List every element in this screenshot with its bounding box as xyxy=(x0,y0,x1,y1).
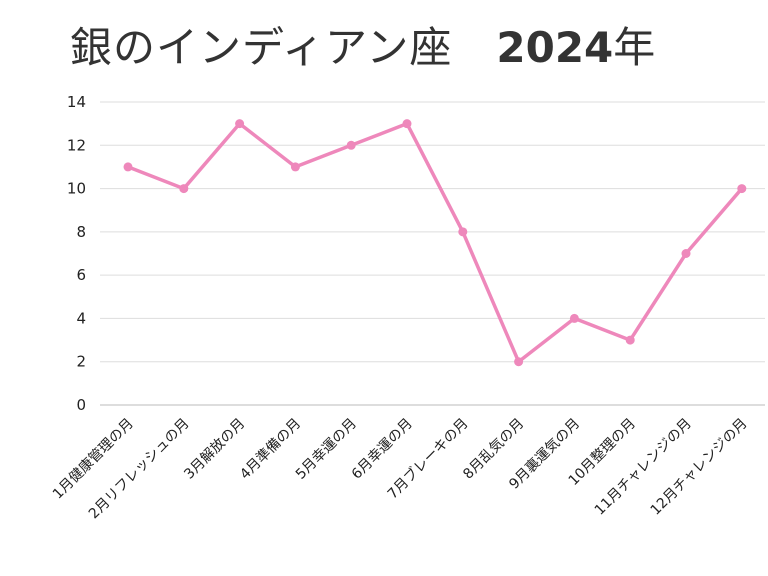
y-tick-label: 0 xyxy=(76,396,86,414)
data-point xyxy=(235,119,245,129)
chart-title-text: 銀のインディアン座 xyxy=(70,23,453,72)
y-tick-label: 10 xyxy=(67,180,86,198)
data-point xyxy=(402,119,412,129)
series-line xyxy=(126,121,744,364)
x-axis-category-labels: 1月健康管理の月2月リフレッシュの月3月解放の月4月準備の月5月幸運の月6月幸運… xyxy=(49,415,750,522)
data-point xyxy=(179,184,189,194)
data-point xyxy=(458,227,468,237)
chart-title-year-suffix: 年 xyxy=(613,23,656,72)
chart-title: 銀のインディアン座 2024年 xyxy=(70,14,655,78)
grid-lines xyxy=(100,101,765,406)
chart-title-year-number: 2024 xyxy=(496,23,614,72)
data-point xyxy=(737,184,747,194)
data-point xyxy=(681,249,691,258)
y-tick-label: 4 xyxy=(76,309,86,327)
data-point xyxy=(514,357,524,367)
y-tick-label: 8 xyxy=(76,223,86,241)
data-point xyxy=(346,140,356,150)
data-point xyxy=(625,335,635,345)
y-axis-tick-labels: 0 2 4 6 8 10 12 14 xyxy=(67,93,86,414)
x-category-label: 12月チャレンジの月 xyxy=(648,416,751,519)
series-layer xyxy=(123,119,747,367)
y-tick-label: 14 xyxy=(67,93,86,111)
x-category-label: 2月リフレッシュの月 xyxy=(86,416,193,523)
y-tick-label: 2 xyxy=(76,353,86,371)
chart-title-year: 2024年 xyxy=(496,14,655,75)
data-point xyxy=(123,162,133,172)
data-point xyxy=(569,313,579,323)
y-tick-label: 12 xyxy=(67,136,86,154)
y-tick-label: 6 xyxy=(76,266,86,284)
x-category-label: 11月チャレンジの月 xyxy=(592,416,695,519)
data-point xyxy=(290,162,300,172)
